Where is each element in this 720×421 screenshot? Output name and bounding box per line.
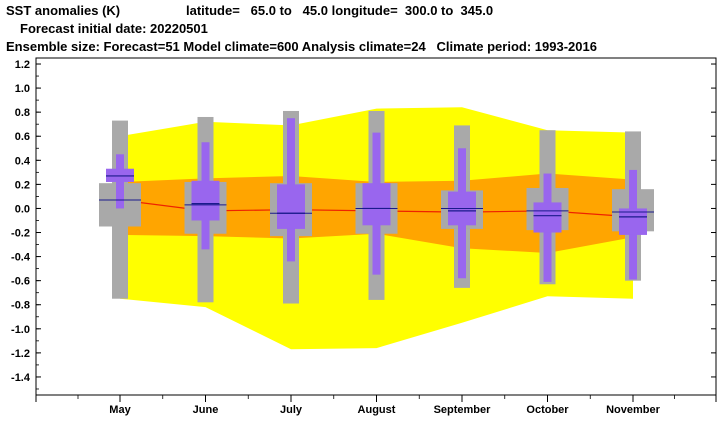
- x-tick-label: July: [280, 404, 303, 416]
- y-tick-label: 0.8: [15, 107, 30, 119]
- forecast-box: [106, 168, 134, 182]
- month-box-group: [441, 125, 483, 288]
- x-tick-label: June: [193, 404, 219, 416]
- y-tick-label: -0.8: [11, 300, 30, 312]
- month-box-group: [99, 120, 141, 299]
- forecast-box: [277, 184, 305, 229]
- forecast-box: [191, 180, 220, 221]
- y-tick-label: -1.0: [11, 324, 30, 336]
- x-tick-label: September: [434, 404, 492, 416]
- month-box-group: [355, 110, 398, 300]
- month-box-group: [270, 110, 312, 304]
- box-layer: [99, 110, 654, 304]
- chart-title: SST anomalies (K): [6, 3, 121, 18]
- y-tick-label: 0.4: [15, 155, 31, 167]
- month-box-group: [526, 130, 569, 285]
- forecast-box: [362, 183, 391, 226]
- forecast-date: Forecast initial date: 20220501: [20, 21, 208, 36]
- forecast-box: [619, 208, 647, 235]
- y-tick-label: 1.2: [15, 59, 30, 71]
- month-box-group: [612, 131, 654, 281]
- region-info: latitude= 65.0 to 45.0 longitude= 300.0 …: [186, 3, 494, 18]
- ensemble-info: Ensemble size: Forecast=51 Model climate…: [6, 39, 597, 54]
- y-tick-label: 1.0: [15, 83, 30, 95]
- y-tick-label: -1.4: [11, 372, 31, 384]
- x-tick-label: October: [526, 404, 569, 416]
- y-tick-label: -1.2: [11, 348, 30, 360]
- forecast-box: [533, 202, 562, 233]
- y-tick-label: 0.2: [15, 179, 30, 191]
- y-tick-label: 0.0: [15, 203, 30, 215]
- x-tick-label: November: [606, 404, 661, 416]
- month-box-group: [184, 116, 227, 303]
- axes-layer: 1.2 1.0 0.8 0.6 0.4 0.2 0.0 -0.2 -0.4 -0.6 -0.8 -1.…: [11, 57, 717, 416]
- chart-header: SST anomalies (K) latitude= 65.0 to 45.0…: [0, 0, 720, 58]
- x-tick-label: May: [109, 404, 131, 416]
- y-tick-label: -0.2: [11, 228, 30, 240]
- y-tick-label: 0.6: [15, 131, 30, 143]
- y-tick-label: -0.6: [11, 276, 30, 288]
- x-tick-label: August: [358, 404, 396, 416]
- y-tick-label: -0.4: [11, 252, 31, 264]
